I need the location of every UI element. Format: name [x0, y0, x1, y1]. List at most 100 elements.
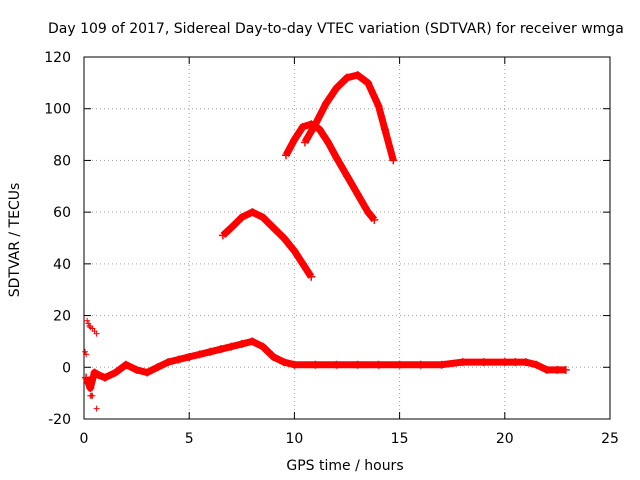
- data-point: [290, 135, 299, 144]
- data-point: [374, 360, 383, 369]
- data-point: [143, 368, 152, 377]
- y-tick-labels: -20 0 20 40 60 80 100 120: [44, 50, 71, 428]
- grid-lines: [84, 57, 610, 419]
- y-tick-label: -20: [48, 412, 71, 428]
- data-point: [298, 259, 307, 268]
- data-trace: [301, 71, 397, 162]
- data-point: [153, 363, 162, 372]
- data-point: [185, 352, 194, 361]
- data-point: [416, 360, 425, 369]
- data-point: [94, 371, 103, 380]
- y-tick-label: 20: [53, 309, 71, 325]
- data-point: [311, 360, 320, 369]
- x-tick-label: 25: [601, 431, 619, 447]
- y-tick-label: 40: [53, 257, 71, 273]
- data-point: [174, 355, 183, 364]
- data-point: [332, 84, 341, 93]
- series-arc-b: [281, 120, 379, 224]
- series-arc-a: [218, 208, 316, 281]
- data-point: [93, 330, 100, 337]
- x-axis-label: GPS time / hours: [286, 458, 403, 474]
- data-point: [324, 138, 333, 147]
- data-trace: [282, 120, 378, 223]
- data-point: [437, 360, 446, 369]
- data-point: [532, 360, 541, 369]
- data-point: [307, 272, 316, 281]
- data-point: [195, 350, 204, 359]
- data-point: [218, 231, 227, 240]
- data-point: [364, 78, 373, 87]
- data-point: [82, 348, 89, 355]
- series-early-points: [82, 317, 100, 412]
- data-point: [353, 190, 362, 199]
- data-point: [93, 405, 100, 412]
- data-point: [111, 368, 120, 377]
- data-point: [237, 213, 246, 222]
- data-point: [553, 365, 562, 374]
- data-point: [500, 358, 509, 367]
- data-points: [82, 71, 570, 412]
- data-point: [321, 99, 330, 108]
- data-point: [395, 360, 404, 369]
- data-point: [370, 215, 379, 224]
- data-point: [206, 347, 215, 356]
- data-point: [300, 138, 309, 147]
- data-point: [298, 122, 307, 131]
- data-point: [332, 360, 341, 369]
- y-axis-label: SDTVAR / TECUs: [7, 183, 23, 298]
- data-point: [511, 358, 520, 367]
- data-point: [132, 365, 141, 374]
- data-point: [479, 358, 488, 367]
- data-point: [164, 358, 173, 367]
- data-point: [101, 373, 110, 382]
- data-point: [281, 151, 290, 160]
- data-point: [521, 358, 530, 367]
- x-tick-label: 20: [496, 431, 514, 447]
- data-point: [315, 125, 324, 134]
- tick-marks: [83, 56, 611, 420]
- data-point: [353, 71, 362, 80]
- data-point: [258, 213, 267, 222]
- data-point: [279, 358, 288, 367]
- data-point: [561, 365, 570, 374]
- data-point: [89, 392, 96, 399]
- data-point: [269, 223, 278, 232]
- data-point: [90, 368, 99, 377]
- y-tick-label: 120: [44, 50, 71, 66]
- data-point: [343, 73, 351, 82]
- y-tick-label: 80: [53, 153, 71, 169]
- data-point: [374, 102, 383, 111]
- data-point: [258, 342, 267, 351]
- data-point: [86, 383, 95, 392]
- y-tick-label: 60: [53, 205, 71, 221]
- data-point: [389, 156, 398, 165]
- data-point: [311, 120, 320, 129]
- data-point: [290, 360, 299, 369]
- y-tick-label: 100: [44, 102, 71, 118]
- data-point: [85, 320, 92, 327]
- data-trace: [220, 208, 315, 279]
- data-point: [83, 351, 90, 358]
- x-tick-label: 10: [285, 431, 303, 447]
- data-point: [458, 358, 467, 367]
- data-point: [353, 360, 362, 369]
- data-point: [216, 345, 225, 354]
- x-tick-label: 5: [185, 431, 194, 447]
- data-point: [542, 365, 551, 374]
- data-point: [279, 234, 288, 242]
- data-point: [122, 360, 131, 369]
- y-tick-label: 0: [62, 360, 71, 376]
- data-point: [290, 246, 299, 255]
- data-point: [237, 340, 246, 349]
- data-point: [248, 208, 257, 217]
- data-point: [364, 208, 373, 217]
- data-point: [84, 317, 91, 324]
- data-point: [248, 337, 257, 346]
- data-point: [332, 153, 341, 162]
- x-tick-label: 0: [80, 431, 89, 447]
- chart-title: Day 109 of 2017, Sidereal Day-to-day VTE…: [48, 21, 624, 37]
- data-point: [227, 223, 236, 232]
- data-point: [86, 322, 93, 329]
- x-tick-label: 15: [391, 431, 409, 447]
